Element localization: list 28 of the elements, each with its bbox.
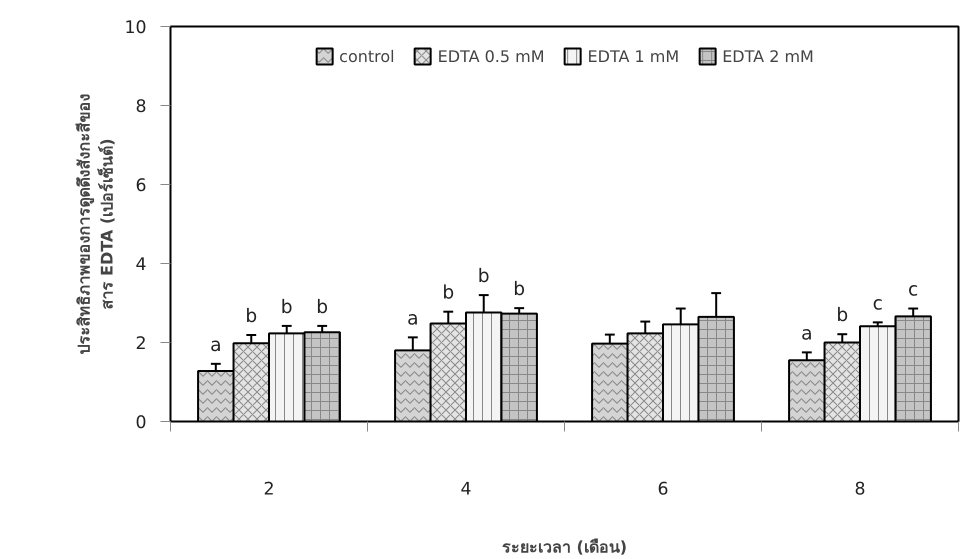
legend-label: control (339, 46, 395, 66)
data-label: b (245, 306, 258, 327)
data-label: c (908, 280, 918, 301)
legend-label: EDTA 0.5 mM (438, 46, 545, 66)
x-tick-label: 4 (460, 480, 472, 500)
y-tick-label: 10 (124, 18, 147, 38)
x-tick-label: 2 (263, 480, 275, 500)
y-axis-title: ประสิทธิภาพของการดูดดึงสังกะสีของ สาร EDTA (เปอร์เซ็นต์) (74, 94, 116, 354)
data-label: a (801, 323, 813, 344)
data-label: b (316, 296, 328, 318)
data-label: c (872, 293, 883, 314)
legend-label: EDTA 2 mM (722, 46, 814, 66)
data-label: a (210, 334, 222, 356)
x-tick-label: 6 (657, 480, 669, 500)
y-tick-label: 8 (135, 97, 147, 117)
y-tick-label: 2 (135, 334, 147, 354)
x-axis-title: ระยะเวลา (เดือน) (502, 538, 628, 556)
y-tick-label: 0 (135, 413, 147, 433)
data-label: b (478, 266, 490, 288)
data-label: b (836, 305, 848, 326)
data-label: b (513, 279, 526, 300)
data-label: a (407, 308, 419, 330)
y-tick-label: 6 (135, 176, 147, 196)
x-tick-label: 8 (854, 480, 866, 500)
data-label: b (442, 282, 454, 304)
legend-label: EDTA 1 mM (588, 46, 680, 66)
y-tick-label: 4 (135, 255, 147, 275)
data-label: b (280, 296, 293, 318)
